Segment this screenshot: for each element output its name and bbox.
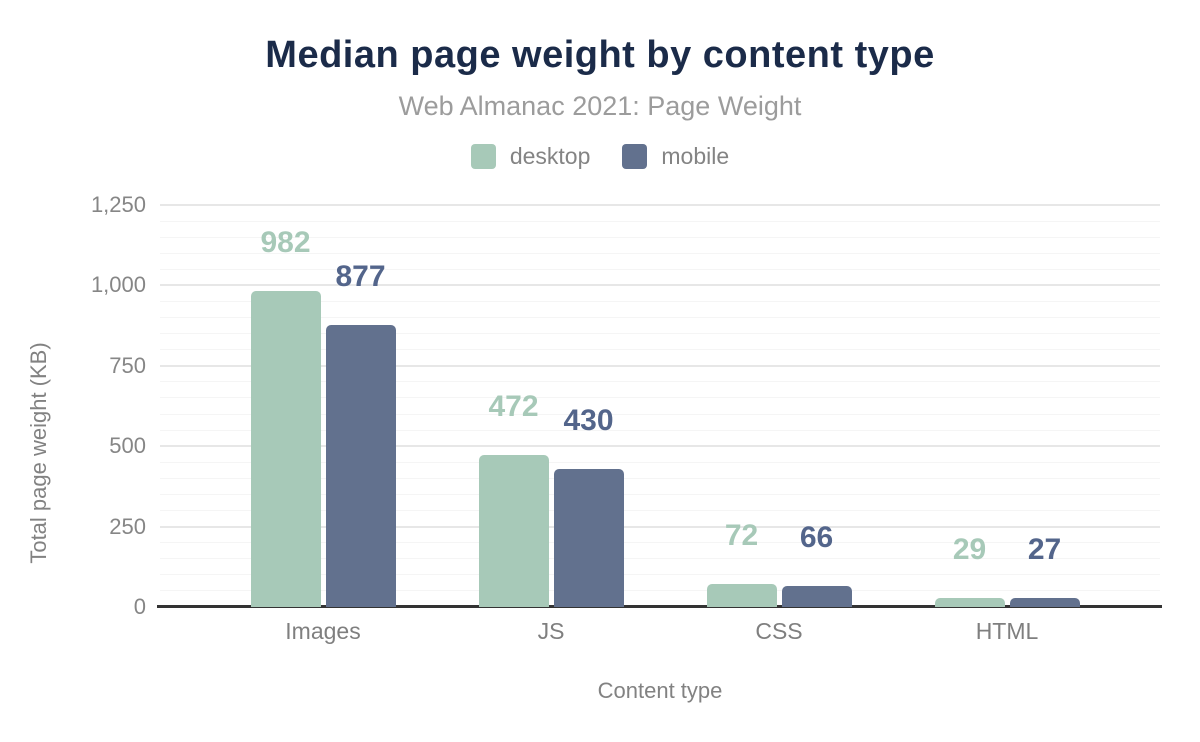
gridline-major bbox=[160, 284, 1160, 287]
plot-area: 0 250 500 750 1,000 1,250 Images 982 877 JS 472 430… bbox=[91, 192, 1162, 644]
gridline-major bbox=[160, 445, 1160, 448]
gridline-minor bbox=[160, 220, 1160, 222]
gridline-minor bbox=[160, 317, 1160, 319]
gridline-minor bbox=[160, 542, 1160, 544]
bar-value-label-desktop-css: 72 bbox=[724, 518, 759, 552]
bar-mobile-js bbox=[553, 468, 624, 607]
gridline-minor bbox=[160, 493, 1160, 495]
gridline-major bbox=[160, 204, 1160, 206]
gridline-minor bbox=[160, 333, 1160, 335]
bar-desktop-css bbox=[706, 583, 777, 607]
legend-item-desktop[interactable]: desktop bbox=[470, 143, 591, 170]
bar-mobile-images bbox=[325, 324, 396, 607]
gridline-minor bbox=[160, 429, 1160, 431]
bar-value-label-desktop-js: 472 bbox=[488, 390, 539, 424]
bar-value-label-mobile-images: 877 bbox=[335, 259, 386, 293]
gridline-minor bbox=[160, 510, 1160, 512]
category-label-css: CSS bbox=[755, 618, 803, 644]
bar-value-label-desktop-html: 29 bbox=[952, 532, 987, 566]
bar-desktop-images bbox=[250, 291, 321, 607]
bar-desktop-html bbox=[934, 597, 1005, 607]
legend-label-desktop: desktop bbox=[509, 143, 591, 169]
legend-item-mobile[interactable]: mobile bbox=[622, 143, 729, 170]
gridline-minor bbox=[160, 397, 1160, 399]
gridline-minor bbox=[160, 574, 1160, 576]
bar-desktop-js bbox=[478, 455, 549, 607]
y-tick-label: 750 bbox=[109, 352, 146, 378]
bar-value-label-mobile-js: 430 bbox=[563, 403, 614, 437]
bar-value-label-mobile-html: 27 bbox=[1027, 533, 1062, 567]
gridline-minor bbox=[160, 461, 1160, 463]
gridline-minor bbox=[160, 349, 1160, 351]
x-axis-line bbox=[157, 605, 1162, 608]
gridline-minor bbox=[160, 268, 1160, 270]
gridline-major bbox=[160, 364, 1160, 367]
legend: desktop mobile bbox=[0, 143, 1200, 170]
gridline-minor bbox=[160, 413, 1160, 415]
y-tick-label: 0 bbox=[133, 594, 146, 619]
bar-value-label-desktop-images: 982 bbox=[260, 226, 311, 260]
gridline-minor bbox=[160, 477, 1160, 479]
y-tick-label: 500 bbox=[109, 433, 146, 459]
y-tick-label: 250 bbox=[109, 513, 146, 539]
gridline-minor bbox=[160, 381, 1160, 383]
y-tick-label: 1,000 bbox=[90, 272, 146, 298]
chart-title: Median page weight by content type bbox=[265, 34, 935, 76]
gridline-minor bbox=[160, 236, 1160, 238]
gridline-major bbox=[160, 525, 1160, 528]
bar-mobile-css bbox=[781, 585, 852, 607]
gridline-minor bbox=[160, 558, 1160, 560]
gridline-minor bbox=[160, 590, 1160, 592]
gridline-minor bbox=[160, 252, 1160, 254]
category-label-images: Images bbox=[285, 618, 361, 644]
bar-mobile-html bbox=[1009, 598, 1080, 607]
legend-swatch-mobile-icon bbox=[622, 144, 648, 169]
legend-swatch-desktop-icon bbox=[470, 144, 496, 169]
chart-subtitle: Web Almanac 2021: Page Weight bbox=[398, 91, 802, 121]
legend-label-mobile: mobile bbox=[661, 143, 730, 169]
y-tick-label: 1,250 bbox=[90, 192, 146, 217]
gridline-minor bbox=[160, 300, 1160, 302]
category-label-html: HTML bbox=[975, 618, 1039, 644]
x-axis-title: Content type bbox=[597, 678, 723, 703]
category-label-js: JS bbox=[537, 618, 565, 644]
bar-value-label-mobile-css: 66 bbox=[799, 520, 834, 554]
